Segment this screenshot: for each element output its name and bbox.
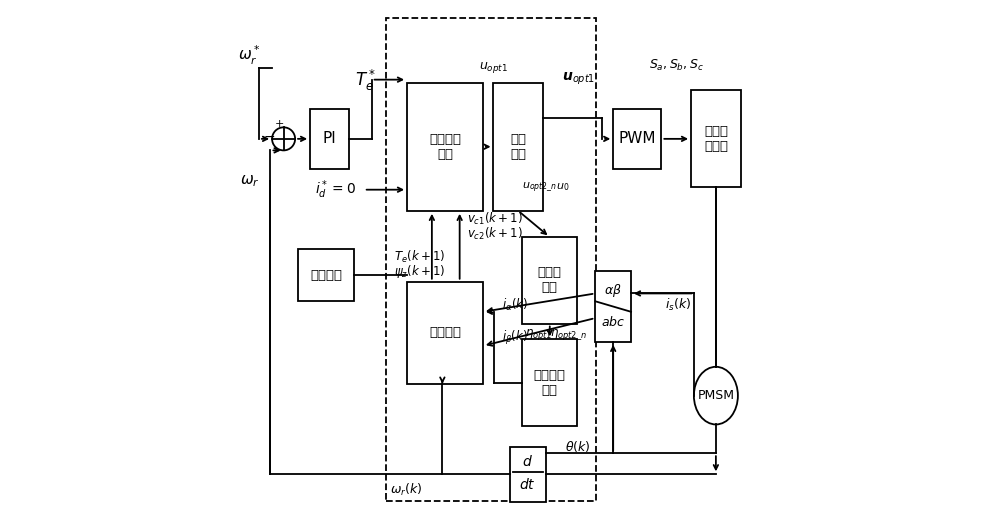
Text: −: − (263, 130, 275, 144)
Text: $T_e^*$: $T_e^*$ (355, 68, 376, 93)
Bar (407, 282, 483, 384)
Text: $dt$: $dt$ (519, 477, 536, 492)
Text: $u_{opt2\_n}$: $u_{opt2\_n}$ (522, 180, 557, 194)
Text: 三电平
逆变器: 三电平 逆变器 (704, 125, 728, 153)
Text: $i_{\beta}(k)$: $i_{\beta}(k)$ (502, 329, 527, 347)
Bar (595, 271, 631, 342)
Text: $i_s(k)$: $i_s(k)$ (665, 297, 691, 313)
Bar (298, 249, 354, 301)
Text: $S_a, S_b, S_c$: $S_a, S_b, S_c$ (649, 58, 704, 73)
Text: $i_{\alpha}(k)$: $i_{\alpha}(k)$ (502, 297, 528, 313)
Text: $u_0$: $u_0$ (556, 181, 569, 193)
Bar (522, 340, 577, 425)
Text: $abc$: $abc$ (601, 315, 625, 329)
Text: $d$: $d$ (522, 454, 533, 469)
Ellipse shape (694, 367, 738, 424)
Text: PWM: PWM (619, 132, 656, 146)
Text: $\psi_z(k+1)$: $\psi_z(k+1)$ (394, 263, 445, 280)
Text: 参考矢量: 参考矢量 (310, 269, 342, 281)
Text: 电压矢量
重建: 电压矢量 重建 (534, 368, 566, 397)
Text: $\eta_{opt1}$: $\eta_{opt1}$ (525, 327, 553, 342)
Text: $T_e(k+1)$: $T_e(k+1)$ (394, 249, 446, 265)
Bar (613, 109, 661, 169)
Text: $\eta_{opt2\_n}$: $\eta_{opt2\_n}$ (550, 327, 587, 342)
Text: 预测模型: 预测模型 (429, 326, 461, 339)
Bar (691, 91, 741, 188)
Text: $\theta(k)$: $\theta(k)$ (565, 439, 590, 454)
Text: $\omega_r^*$: $\omega_r^*$ (238, 43, 261, 67)
Text: $\alpha\beta$: $\alpha\beta$ (604, 282, 622, 299)
Bar (510, 446, 546, 502)
Bar (493, 83, 543, 211)
Text: $\omega_r$: $\omega_r$ (240, 173, 259, 189)
Text: PMSM: PMSM (697, 389, 734, 402)
Circle shape (272, 127, 295, 150)
Text: 价值函数
优化: 价值函数 优化 (429, 133, 461, 161)
Text: 占空比
计算: 占空比 计算 (538, 266, 562, 294)
Text: $v_{c1}(k+1)$: $v_{c1}(k+1)$ (467, 211, 523, 227)
Bar (522, 237, 577, 323)
Bar (407, 83, 483, 211)
Text: $i_d^* = 0$: $i_d^* = 0$ (315, 178, 355, 201)
Text: $v_{c2}(k+1)$: $v_{c2}(k+1)$ (467, 226, 523, 242)
Text: $\omega_r(k)$: $\omega_r(k)$ (390, 482, 422, 498)
Text: $u_{opt1}$: $u_{opt1}$ (479, 60, 508, 74)
Text: 扇区
判断: 扇区 判断 (510, 133, 526, 161)
Text: +: + (275, 119, 285, 129)
Text: PI: PI (323, 132, 337, 146)
Bar (386, 18, 596, 501)
Text: $\boldsymbol{u}_{opt1}$: $\boldsymbol{u}_{opt1}$ (562, 70, 595, 87)
Bar (310, 109, 349, 169)
